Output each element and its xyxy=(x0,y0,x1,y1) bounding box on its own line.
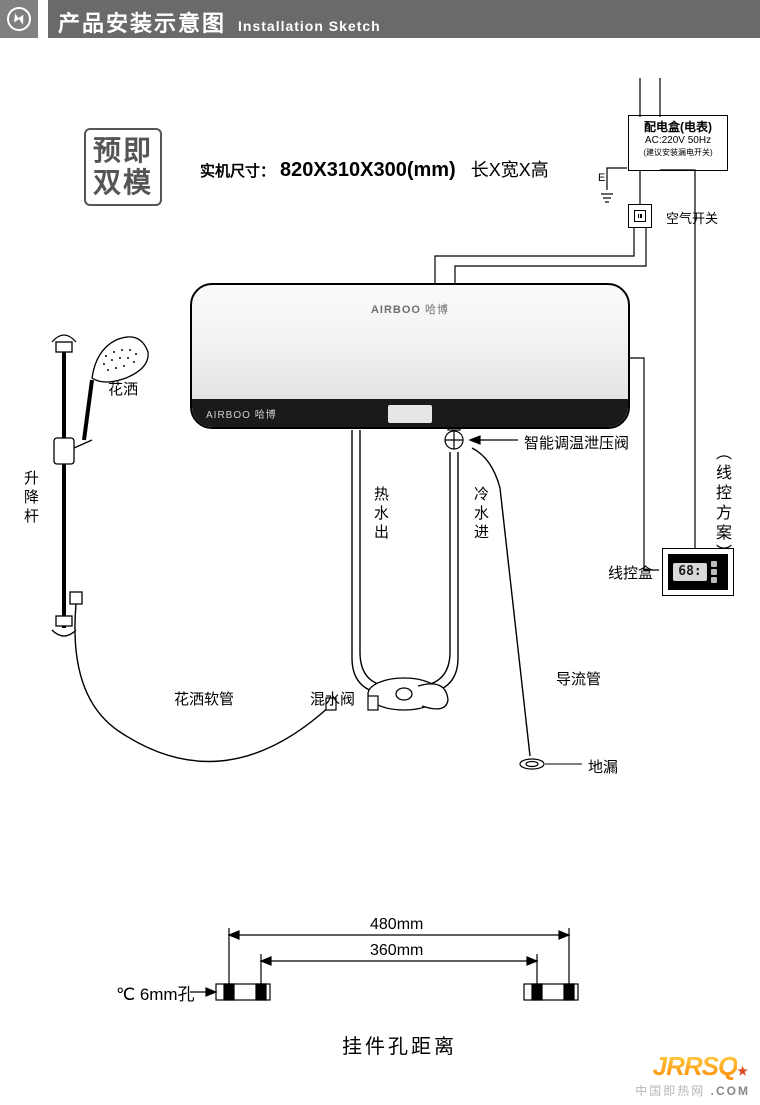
label-shower-hose: 花洒软管 xyxy=(174,688,234,709)
ctrl-btn xyxy=(711,569,717,575)
ctrl-display: 68: xyxy=(673,563,707,581)
mount-hole: ℃ 6mm孔 xyxy=(116,980,195,1005)
label-mixer: 混水阀 xyxy=(310,688,355,709)
mount-outer: 480mm xyxy=(370,916,423,934)
watermark-suffix: .COM xyxy=(711,1084,750,1098)
label-cold-in: 冷水进 xyxy=(470,486,491,543)
label-lift-rod: 升降杆 xyxy=(20,470,41,527)
label-floor-drain: 地漏 xyxy=(588,756,618,777)
unit-panel: AIRBOO 哈博 xyxy=(192,399,628,427)
label-hot-out: 热水出 xyxy=(370,486,391,543)
header-title-zh: 产品安装示意图 xyxy=(58,6,226,38)
watermark-brand: JRRSQ xyxy=(653,1051,738,1081)
label-drain-pipe: 导流管 xyxy=(556,668,601,689)
unit-display xyxy=(388,405,432,423)
label-smart-valve: 智能调温泄压阀 xyxy=(524,432,629,453)
unit-brand: AIRBOO 哈博 xyxy=(192,301,628,317)
label-wire-scheme: （线控方案） xyxy=(709,444,733,564)
watermark: JRRSQ★ 中国即热网 .COM xyxy=(635,1051,750,1099)
mount-caption: 挂件孔距离 xyxy=(342,1030,457,1059)
label-wire-box: 线控盒 xyxy=(608,562,653,583)
header-title-en: Installation Sketch xyxy=(238,18,381,34)
watermark-site: 中国即热网 xyxy=(635,1084,705,1098)
water-heater-unit: AIRBOO 哈博 AIRBOO 哈博 xyxy=(190,283,630,429)
mount-inner: 360mm xyxy=(370,942,423,960)
ctrl-btn xyxy=(711,577,717,583)
header-bar: 产品安装示意图 Installation Sketch xyxy=(0,0,760,38)
unit-panel-brand: AIRBOO 哈博 xyxy=(206,406,277,421)
diagram-canvas: 预即 双模 实机尺寸： 820X310X300(mm) 长X宽X高 配电盒(电表… xyxy=(0,38,760,1105)
header-title: 产品安装示意图 Installation Sketch xyxy=(38,0,760,38)
header-icon xyxy=(0,0,38,38)
label-shower-head: 花洒 xyxy=(108,378,138,399)
